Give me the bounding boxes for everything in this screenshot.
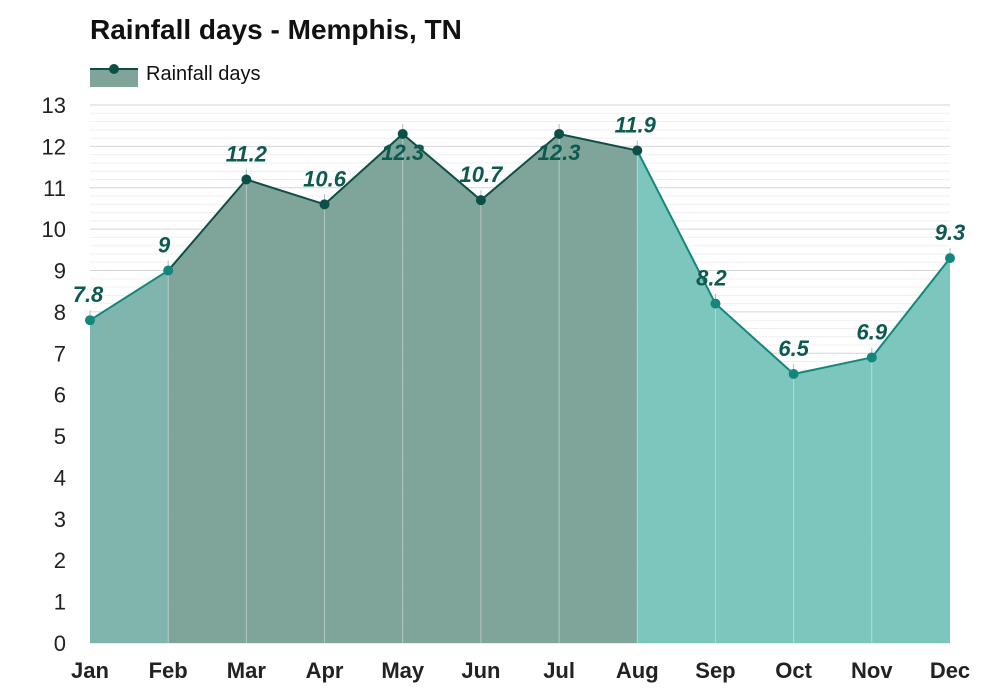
legend-swatch-icon — [90, 64, 138, 87]
x-tick-label: May — [381, 658, 425, 683]
x-tick-label: Sep — [695, 658, 735, 683]
data-point — [632, 145, 643, 156]
data-label: 6.9 — [857, 319, 888, 344]
y-tick-label: 13 — [42, 93, 66, 118]
data-label: 9 — [158, 233, 171, 258]
data-label: 7.8 — [73, 282, 104, 307]
series-line-segment — [246, 178, 325, 206]
x-tick-label: Feb — [149, 658, 188, 683]
data-label: 10.6 — [303, 166, 347, 191]
x-tick-label: Oct — [775, 658, 812, 683]
y-tick-label: 2 — [54, 548, 66, 573]
y-tick-label: 9 — [54, 259, 66, 284]
area-fills — [90, 133, 950, 643]
data-point — [945, 253, 955, 264]
y-tick-label: 7 — [54, 341, 66, 366]
data-point — [319, 199, 330, 210]
area-segment — [637, 150, 716, 643]
data-point — [163, 265, 174, 276]
series-line-segment — [167, 178, 248, 272]
y-tick-label: 12 — [42, 134, 66, 159]
y-tick-label: 8 — [54, 300, 66, 325]
series-lines — [89, 132, 951, 375]
data-label: 10.7 — [459, 162, 504, 187]
series-line-segment — [480, 133, 560, 201]
area-segment — [559, 133, 638, 643]
data-point — [85, 315, 95, 326]
y-tick-label: 10 — [42, 217, 66, 242]
data-label: 12.3 — [381, 140, 424, 165]
data-point — [241, 174, 252, 185]
area-segment — [168, 179, 247, 643]
y-tick-label: 11 — [43, 176, 66, 201]
x-tick-label: Apr — [306, 658, 344, 683]
area-segment — [793, 357, 872, 643]
x-tick-label: Dec — [930, 658, 970, 683]
y-tick-label: 6 — [54, 383, 66, 408]
data-point — [397, 128, 408, 139]
area-segment — [246, 179, 325, 643]
data-point — [554, 128, 565, 139]
x-tick-label: Jan — [71, 658, 109, 683]
area-segment — [715, 303, 794, 643]
area-segment — [90, 270, 169, 643]
area-segment — [402, 133, 481, 643]
x-tick-label: Nov — [851, 658, 893, 683]
series-line-segment — [89, 269, 169, 322]
y-tick-label: 1 — [54, 590, 66, 615]
y-tick-label: 3 — [54, 507, 66, 532]
data-label: 6.5 — [778, 336, 809, 361]
data-point — [475, 195, 486, 206]
series-line-segment — [636, 150, 717, 305]
data-point — [710, 298, 721, 309]
area-segment — [871, 258, 950, 643]
chart-title: Rainfall days - Memphis, TN — [90, 14, 462, 45]
data-label: 12.3 — [538, 140, 581, 165]
series-line-segment — [323, 133, 404, 206]
legend: Rainfall days — [90, 60, 261, 88]
x-tick-label: Aug — [616, 658, 659, 683]
series-line-segment — [793, 356, 873, 375]
x-tick-label: Jul — [543, 658, 575, 683]
y-tick-label: 0 — [54, 631, 66, 656]
series-line-segment — [714, 302, 795, 375]
data-labels: 7.8 9 11.2 10.6 12.3 10.7 12.3 11.9 8.2 6.5 6.9 9.3 — [73, 113, 966, 361]
data-label: 11.2 — [226, 141, 268, 166]
x-tick-label: Jun — [461, 658, 500, 683]
data-label: 8.2 — [696, 266, 727, 291]
data-points — [85, 123, 955, 379]
data-label: 9.3 — [935, 220, 966, 245]
y-tick-label: 5 — [54, 424, 66, 449]
data-point — [866, 352, 877, 363]
series-line-segment — [402, 133, 482, 201]
series-line-segment — [871, 257, 951, 359]
x-tick-label: Mar — [227, 658, 267, 683]
series-line-segment — [558, 132, 638, 152]
x-axis: Jan Feb Mar Apr May Jun Jul Aug Sep Oct Nov Dec — [71, 658, 970, 683]
data-label: 11.9 — [615, 113, 657, 138]
legend-label: Rainfall days — [146, 62, 261, 85]
area-segment — [324, 133, 403, 643]
y-tick-label: 4 — [54, 465, 66, 490]
data-point — [788, 369, 799, 379]
area-segment — [480, 133, 560, 643]
